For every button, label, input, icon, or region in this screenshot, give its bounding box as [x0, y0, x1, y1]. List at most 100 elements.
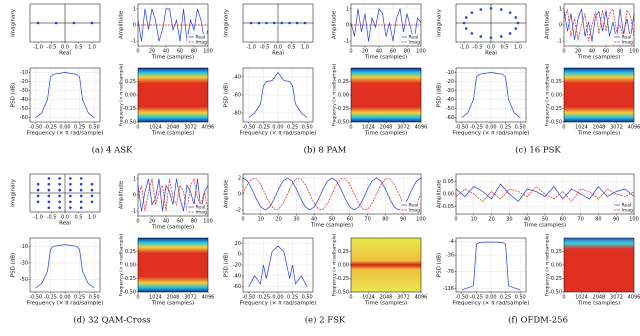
y-tick-label: 0.05	[443, 179, 454, 185]
legend-label: Imag	[196, 210, 207, 216]
legend-box	[399, 33, 421, 46]
legend-label: Imag	[409, 208, 420, 214]
y-tick-label: 0.25	[338, 249, 349, 255]
point	[79, 177, 83, 180]
y-tick-label: -0.25	[123, 276, 136, 282]
y-tick-label: -30	[446, 88, 454, 94]
frame	[350, 67, 422, 123]
y-tick-label: -0.50	[336, 290, 349, 296]
x-axis-label: Frequency (× π rad/sample)	[240, 131, 317, 137]
x-tick-label: -1.0	[33, 45, 43, 51]
y-tick-label: -0.25	[549, 276, 562, 282]
x-tick-label: 10	[258, 217, 264, 223]
x-tick-label: 0.00	[485, 295, 496, 301]
point	[58, 200, 61, 204]
spectrogram	[138, 68, 208, 122]
x-axis-label: Time (samples)	[151, 301, 194, 307]
x-tick-label: 40	[163, 219, 169, 225]
x-tick-label: 50	[542, 217, 548, 223]
point	[265, 21, 268, 25]
x-tick-label: 0.25	[74, 125, 85, 131]
x-tick-label: 0.50	[515, 125, 526, 131]
x-tick-label: 40	[376, 49, 382, 55]
y-tick-label: 1	[346, 6, 349, 12]
point	[79, 188, 83, 192]
frame	[563, 3, 635, 47]
x-tick-label: 3072	[610, 295, 623, 301]
y-tick-label: -0.50	[336, 120, 349, 126]
y-tick-label: 1	[559, 6, 562, 12]
x-tick-label: -1.0	[246, 45, 256, 51]
x-axis-label: Time (samples)	[364, 301, 407, 307]
x-tick-label: 0.25	[74, 295, 85, 301]
x-tick-label: 4096	[415, 125, 428, 131]
point	[514, 27, 518, 30]
point	[489, 36, 493, 39]
point	[295, 21, 299, 25]
x-tick-label: 0.0	[487, 45, 495, 51]
x-axis-label: Time (samples)	[310, 223, 353, 229]
x-tick-label: 0	[136, 219, 139, 225]
x-axis-label: Real	[59, 221, 71, 227]
x-axis-label: Time (samples)	[151, 225, 194, 231]
point	[36, 182, 40, 186]
x-tick-label: 60	[177, 219, 183, 225]
point	[499, 35, 503, 38]
y-tick-label: -36	[446, 253, 454, 259]
y-tick-label: -10	[20, 244, 28, 250]
caption: (e) 2 FSK	[305, 315, 346, 326]
point	[36, 200, 40, 204]
y-tick-label: -1	[131, 39, 136, 45]
point	[90, 194, 94, 198]
y-tick-label: -50	[20, 106, 28, 112]
y-tick-label: -40	[233, 273, 241, 279]
x-tick-label: 40	[589, 49, 595, 55]
point	[288, 21, 291, 25]
x-tick-label: 100	[416, 217, 426, 223]
x-tick-label: 20	[575, 49, 581, 55]
y-tick-label: -0.50	[123, 290, 136, 296]
y-tick-label: -40	[20, 97, 28, 103]
x-tick-label: 0.0	[61, 215, 69, 221]
legend-label: Real	[196, 35, 206, 41]
x-tick-label: 0.25	[500, 295, 511, 301]
y-axis-label: Frequency (× π rad/sample)	[545, 233, 551, 296]
y-axis-label: PSD (dB)	[224, 83, 230, 107]
frame	[455, 3, 527, 43]
point	[470, 32, 474, 35]
x-tick-label: 70	[577, 217, 583, 223]
frame	[350, 3, 422, 47]
y-tick-label: -40	[233, 75, 241, 81]
x-tick-label: -1.0	[33, 215, 43, 221]
x-tick-label: 20	[149, 219, 155, 225]
x-tick-label: 10	[471, 217, 477, 223]
point	[47, 182, 51, 186]
x-tick-label: 0.00	[59, 295, 70, 301]
point	[499, 8, 503, 11]
y-tick-label: 1	[133, 6, 136, 12]
x-tick-label: 1024	[575, 125, 588, 131]
x-tick-label: 30	[293, 217, 299, 223]
y-axis-label: PSD (dB)	[224, 253, 230, 277]
y-tick-label: 0.00	[551, 93, 562, 99]
x-tick-label: 0.50	[302, 125, 313, 131]
y-tick-label: -2	[236, 208, 241, 214]
x-tick-label: 0.25	[287, 295, 298, 301]
x-tick-label: 0.00	[485, 125, 496, 131]
x-tick-label: 0	[562, 295, 565, 301]
y-tick-label: -50	[446, 106, 454, 112]
frame	[455, 67, 527, 123]
point	[90, 200, 94, 204]
y-tick-label: -30	[20, 88, 28, 94]
x-tick-label: 0.00	[59, 125, 70, 131]
data-line	[455, 183, 635, 203]
data-line	[137, 177, 209, 212]
y-tick-label: 0.25	[125, 249, 136, 255]
frame	[242, 173, 422, 215]
x-axis-label: Frequency (× π rad/sample)	[27, 131, 104, 137]
y-tick-label: -20	[20, 79, 28, 85]
point	[479, 35, 483, 38]
x-tick-label: -0.50	[455, 125, 468, 131]
x-tick-label: -0.50	[242, 295, 255, 301]
x-tick-label: -0.25	[44, 295, 57, 301]
